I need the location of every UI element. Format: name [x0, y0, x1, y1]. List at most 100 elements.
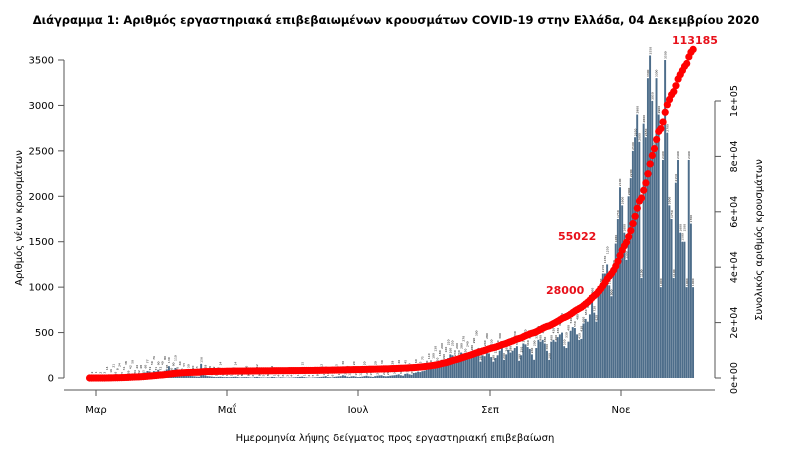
bar-value-label: 200 — [502, 353, 506, 359]
bar-value-label: 1750 — [616, 210, 620, 218]
bar — [385, 376, 387, 378]
bar — [400, 375, 402, 378]
bar-value-label: 2650 — [644, 129, 648, 137]
bar — [514, 348, 516, 378]
bar-value-label: 1480 — [614, 235, 618, 243]
bar-value-label: 90 — [171, 362, 175, 366]
bar-value-label: 280 — [509, 346, 513, 352]
bar-value-label: 400 — [554, 335, 558, 341]
bar — [570, 331, 572, 378]
bar-value-label: 200 — [532, 340, 536, 346]
bar — [600, 291, 602, 378]
bar-value-label: 40 — [397, 360, 401, 364]
bar-value-label: 15 — [300, 362, 304, 366]
cumulative-point — [632, 213, 639, 220]
bar — [378, 375, 380, 378]
bar-value-label: 280 — [459, 343, 463, 349]
bar — [567, 342, 569, 378]
bar-value-label: 420 — [577, 333, 581, 339]
bar — [507, 350, 509, 378]
bar-value-label: 28 — [391, 361, 395, 365]
bar — [222, 377, 224, 378]
bar — [211, 377, 213, 378]
bar-value-label: 180 — [491, 355, 495, 361]
bar — [587, 322, 589, 378]
bar — [411, 375, 413, 378]
bar-value-label: 45 — [403, 360, 407, 364]
bar — [295, 377, 297, 378]
bar — [668, 205, 670, 378]
bar — [243, 377, 245, 378]
bar-value-label: 2700 — [665, 124, 669, 132]
bar — [542, 340, 544, 378]
bar-value-label: 20 — [373, 361, 377, 365]
bar — [552, 340, 554, 378]
bar — [692, 287, 694, 378]
x-tick-label: Νοε — [611, 405, 630, 416]
bar — [501, 348, 503, 378]
bar-value-label: 31 — [122, 366, 126, 370]
bar-value-label: 1300 — [625, 251, 629, 259]
bar-value-label: 550 — [573, 321, 577, 327]
bar — [393, 375, 395, 378]
bar-value-label: 20 — [363, 361, 367, 365]
bar — [531, 354, 533, 378]
bar — [421, 371, 423, 378]
bar — [314, 377, 316, 378]
bar — [194, 376, 196, 378]
bar — [636, 115, 638, 378]
bar — [557, 337, 559, 378]
bar — [516, 346, 518, 378]
bars-layer — [88, 55, 694, 378]
bar — [535, 348, 537, 378]
cumulative-point — [683, 60, 690, 67]
y-tick-label: 2000 — [29, 192, 54, 203]
annotation-label: 113185 — [672, 34, 718, 47]
bar — [207, 376, 209, 378]
bar-value-label: 300 — [474, 330, 478, 336]
y-right-tick-label: 1e+05 — [729, 85, 740, 117]
y-tick-label: 500 — [35, 328, 54, 339]
bar — [677, 160, 679, 378]
bar — [610, 296, 612, 378]
bar — [267, 377, 269, 378]
annotation-label: 28000 — [546, 284, 585, 297]
bar — [258, 377, 260, 378]
bar — [681, 242, 683, 378]
bar — [632, 151, 634, 378]
bar-value-label: 72 — [148, 367, 152, 371]
bar — [555, 342, 557, 378]
y-tick-label: 1000 — [29, 283, 54, 294]
bar-value-label: 76 — [152, 356, 156, 360]
bar — [359, 377, 361, 378]
y-tick-label: 1500 — [29, 237, 54, 248]
bar-value-label: 900 — [610, 289, 614, 295]
bar-value-label: 2200 — [629, 169, 633, 177]
cumulative-point — [672, 82, 679, 89]
bar-value-label: 2800 — [642, 115, 646, 123]
bar — [671, 219, 673, 378]
bar — [282, 377, 284, 378]
bar — [479, 362, 481, 378]
bar-value-label: 250 — [519, 347, 523, 353]
bar — [589, 314, 591, 378]
bar-value-label: 14 — [234, 362, 238, 366]
bar — [486, 353, 488, 378]
bar — [198, 377, 200, 378]
cumulative-point — [638, 194, 645, 201]
cumulative-point — [647, 160, 654, 167]
bar-value-label: 3550 — [648, 47, 652, 55]
bar-value-label: 20 — [352, 361, 356, 365]
bar — [580, 339, 582, 378]
bar — [512, 351, 514, 378]
bar — [387, 376, 389, 378]
y-axis-label: Αριθμός νέων κρουσμάτων — [13, 150, 25, 286]
bar — [563, 346, 565, 378]
bar — [679, 233, 681, 378]
bar — [625, 260, 627, 378]
bar — [598, 293, 600, 378]
bar — [376, 376, 378, 378]
bar-value-label: 270 — [461, 336, 465, 342]
cumulative-point — [653, 136, 660, 143]
bar-value-label: 2400 — [661, 151, 665, 159]
